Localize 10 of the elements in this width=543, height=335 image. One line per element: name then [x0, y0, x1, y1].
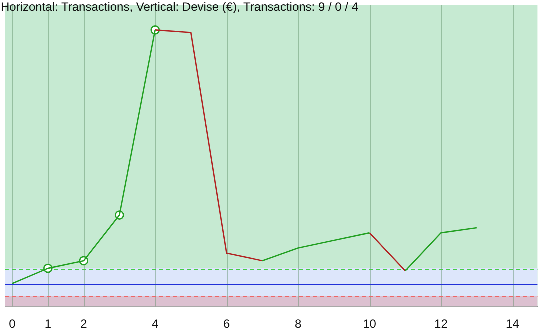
x-tick-label: 1 — [44, 317, 52, 332]
x-tick-label: 0 — [9, 317, 16, 332]
x-tick-label: 8 — [294, 317, 302, 332]
x-tick-label: 14 — [506, 317, 520, 332]
chart-title: Horizontal: Transactions, Vertical: Devise (€), Transactions: 9 / 0 / 4 — [1, 0, 358, 14]
x-tick-label: 2 — [80, 317, 88, 332]
x-tick-label: 10 — [363, 317, 377, 332]
x-tick-label: 6 — [223, 317, 230, 332]
x-tick-label: 12 — [434, 317, 448, 332]
x-tick-label: 4 — [152, 317, 160, 332]
